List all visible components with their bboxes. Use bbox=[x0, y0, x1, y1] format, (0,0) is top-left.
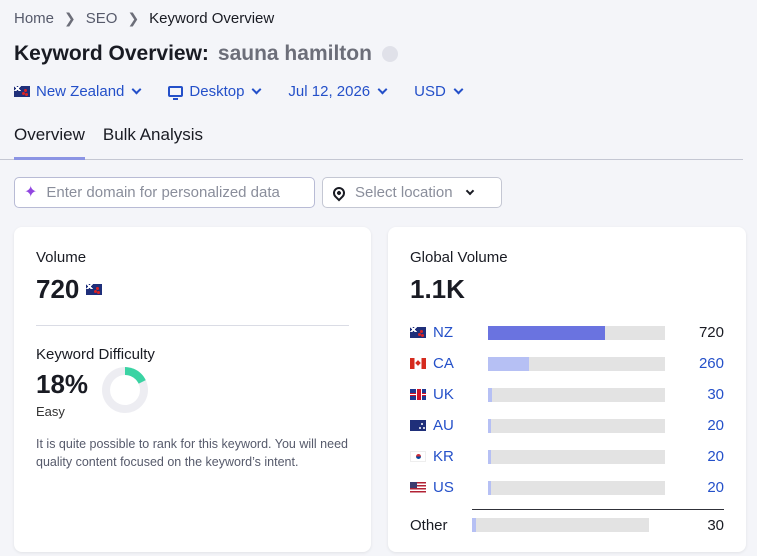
date-filter-label: Jul 12, 2026 bbox=[288, 82, 371, 100]
volume-value[interactable]: 20 bbox=[707, 479, 724, 496]
country-code-link[interactable]: US bbox=[433, 479, 454, 496]
global-volume-list: NZ 720 CA 260 UK 30 AU 20 KR 20 US 20 bbox=[410, 317, 724, 503]
domain-input[interactable]: ✦ Enter domain for personalized data bbox=[14, 177, 315, 208]
volume-value[interactable]: 20 bbox=[707, 448, 724, 465]
date-filter[interactable]: Jul 12, 2026 bbox=[288, 82, 388, 100]
volume-bar-fill bbox=[488, 418, 491, 433]
chevron-down-icon bbox=[453, 84, 464, 94]
keyword-difficulty-description: It is quite possible to rank for this ke… bbox=[36, 437, 348, 469]
keyword-difficulty-donut bbox=[102, 367, 149, 413]
volume-label: Volume bbox=[36, 249, 87, 266]
chevron-down-icon bbox=[251, 84, 262, 94]
breadcrumb-current: Keyword Overview bbox=[149, 9, 275, 27]
chevron-down-icon bbox=[131, 84, 142, 94]
device-filter-label: Desktop bbox=[189, 82, 245, 100]
global-volume-row: KR 20 bbox=[410, 441, 724, 472]
volume-value[interactable]: 260 bbox=[698, 355, 724, 372]
other-value: 30 bbox=[707, 516, 724, 534]
country-code-link[interactable]: CA bbox=[433, 355, 454, 372]
nz-flag-icon bbox=[14, 85, 30, 97]
volume-bar-fill bbox=[488, 325, 605, 340]
divider bbox=[472, 509, 724, 510]
breadcrumb-seo[interactable]: SEO bbox=[85, 9, 118, 27]
country-code-link[interactable]: AU bbox=[433, 417, 454, 434]
global-volume-value: 1.1K bbox=[410, 274, 465, 304]
currency-filter-label: USD bbox=[414, 82, 446, 100]
nz-flag-icon bbox=[86, 284, 103, 295]
keyword-difficulty-label: Keyword Difficulty bbox=[36, 346, 155, 363]
nz-flag-icon bbox=[410, 327, 426, 338]
global-volume-row: AU 20 bbox=[410, 410, 724, 441]
status-dot-icon bbox=[381, 46, 398, 62]
volume-bar-fill bbox=[488, 356, 529, 371]
volume-value[interactable]: 30 bbox=[707, 386, 724, 403]
desktop-icon bbox=[168, 85, 184, 100]
domain-input-placeholder: Enter domain for personalized data bbox=[46, 184, 280, 201]
other-label: Other bbox=[410, 516, 448, 534]
filters-bar: New Zealand Desktop Jul 12, 2026 USD bbox=[14, 75, 743, 107]
country-filter[interactable]: New Zealand bbox=[14, 82, 142, 100]
volume-bar bbox=[488, 325, 665, 340]
volume-value: 720 bbox=[36, 274, 80, 304]
global-volume-row: US 20 bbox=[410, 472, 724, 503]
tab-bulk-analysis[interactable]: Bulk Analysis bbox=[102, 125, 204, 144]
chevron-right-icon: ❯ bbox=[64, 9, 76, 26]
volume-bar bbox=[488, 480, 665, 495]
page-title-prefix: Keyword Overview: bbox=[14, 42, 209, 65]
global-volume-row: NZ 720 bbox=[410, 317, 724, 348]
volume-bar bbox=[488, 418, 665, 433]
ca-flag-icon bbox=[410, 358, 426, 369]
global-volume-label: Global Volume bbox=[410, 249, 508, 266]
global-volume-other-row: Other 30 bbox=[410, 510, 724, 540]
country-filter-label: New Zealand bbox=[36, 82, 125, 100]
divider bbox=[36, 325, 349, 326]
page-title-keyword: sauna hamilton bbox=[217, 42, 372, 65]
volume-bar-fill bbox=[488, 480, 491, 495]
global-volume-row: UK 30 bbox=[410, 379, 724, 410]
chevron-down-icon bbox=[377, 84, 388, 94]
location-select[interactable]: Select location bbox=[322, 177, 502, 208]
country-code-link[interactable]: UK bbox=[433, 386, 454, 403]
country-code-link[interactable]: NZ bbox=[433, 324, 453, 341]
volume-value[interactable]: 20 bbox=[707, 417, 724, 434]
tab-overview[interactable]: Overview bbox=[14, 114, 85, 160]
volume-bar bbox=[488, 387, 665, 402]
volume-card: Volume 720 Keyword Difficulty 18% Easy I… bbox=[14, 227, 371, 552]
volume-bar-fill bbox=[488, 449, 491, 464]
volume-bar bbox=[488, 356, 665, 371]
volume-bar-fill bbox=[488, 387, 492, 402]
global-volume-row: CA 260 bbox=[410, 348, 724, 379]
sparkle-icon: ✦ bbox=[24, 183, 38, 201]
keyword-difficulty-level: Easy bbox=[36, 404, 65, 419]
location-select-placeholder: Select location bbox=[355, 184, 453, 201]
kr-flag-icon bbox=[410, 451, 426, 462]
device-filter[interactable]: Desktop bbox=[168, 82, 262, 100]
chevron-down-icon bbox=[465, 186, 474, 195]
other-bar bbox=[472, 518, 649, 532]
us-flag-icon bbox=[410, 482, 426, 493]
page-title: Keyword Overview: sauna hamilton bbox=[14, 36, 743, 72]
breadcrumb-home[interactable]: Home bbox=[14, 9, 55, 27]
tab-bar: Overview Bulk Analysis bbox=[0, 114, 743, 160]
breadcrumb: Home ❯ SEO ❯ Keyword Overview bbox=[14, 0, 743, 36]
chevron-right-icon: ❯ bbox=[127, 9, 140, 26]
country-code-link[interactable]: KR bbox=[433, 448, 454, 465]
currency-filter[interactable]: USD bbox=[414, 82, 464, 100]
other-bar-fill bbox=[472, 518, 476, 532]
au-flag-icon bbox=[410, 420, 426, 431]
volume-value: 720 bbox=[698, 324, 724, 341]
uk-flag-icon bbox=[410, 389, 426, 400]
keyword-difficulty-value: 18% bbox=[36, 369, 89, 399]
global-volume-card: Global Volume 1.1K NZ 720 CA 260 UK 30 AU 20 KR 2… bbox=[388, 227, 746, 552]
volume-bar bbox=[488, 449, 665, 464]
location-pin-icon bbox=[330, 184, 348, 201]
